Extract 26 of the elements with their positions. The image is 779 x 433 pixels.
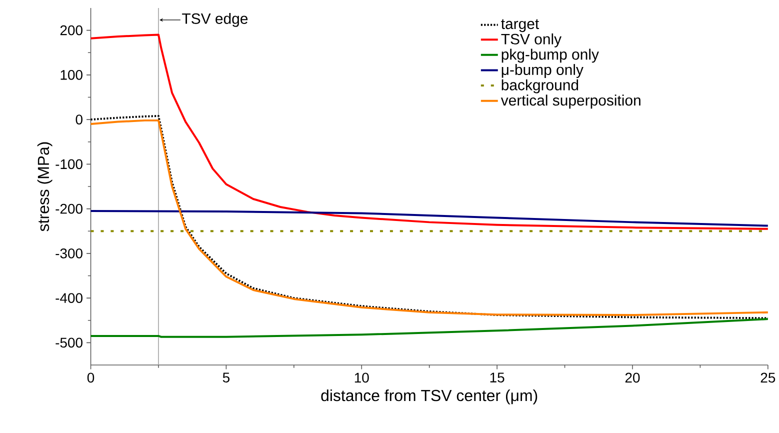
- legend-label: vertical superposition: [500, 94, 640, 109]
- y-tick-label: 100: [60, 70, 82, 80]
- x-axis-title: distance from TSV center (μm): [321, 390, 538, 404]
- legend-label: pkg-bump only: [502, 48, 599, 63]
- ref-line-label: TSV edge: [182, 13, 248, 28]
- y-tick-label: 200: [60, 25, 82, 36]
- legend-label: TSV only: [501, 34, 562, 48]
- y-tick-label: -500: [56, 338, 82, 348]
- x-tick-label: 25: [760, 372, 776, 383]
- x-tick-label: 10: [354, 372, 369, 383]
- y-tick-label: 0: [76, 114, 82, 125]
- legend-label: background: [502, 79, 578, 94]
- x-tick-label: 0: [87, 372, 94, 383]
- y-tick-label: -300: [56, 248, 82, 258]
- x-tick-label: 15: [490, 372, 504, 383]
- y-tick-label: -100: [56, 159, 82, 170]
- line-series: [90, 210, 769, 227]
- line-series: [90, 34, 769, 230]
- y-axis-title: stress (MPa): [37, 142, 52, 232]
- y-tick-label: -200: [56, 204, 82, 214]
- x-tick-label: 5: [222, 372, 230, 383]
- legend-label: target: [501, 19, 540, 32]
- x-tick-label: 20: [625, 372, 640, 383]
- y-tick-label: -400: [56, 293, 82, 304]
- legend-label: μ-bump only: [502, 64, 584, 78]
- line-series: [90, 318, 769, 338]
